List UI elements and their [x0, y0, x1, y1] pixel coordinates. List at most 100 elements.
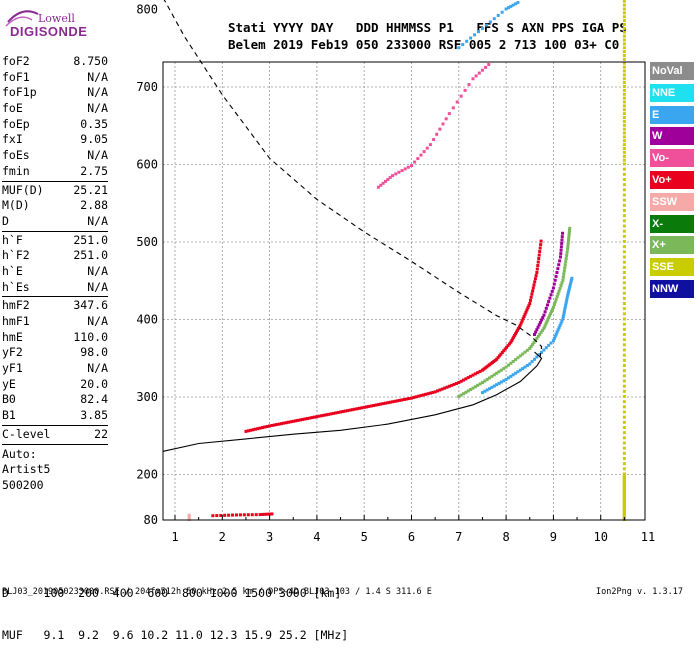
trace-point [622, 30, 626, 34]
trace-point [514, 358, 518, 362]
x-tick-label: 8 [502, 530, 509, 544]
trace-point [490, 374, 494, 378]
trace-point [471, 77, 475, 81]
trace-point [506, 376, 510, 380]
trace-point [499, 368, 503, 372]
trace-point [622, 0, 626, 3]
trace-point [622, 457, 626, 460]
trace-point [532, 357, 536, 361]
trace-point [403, 167, 407, 171]
trace-point [506, 6, 510, 10]
param-value: 110.0 [73, 329, 108, 344]
trace-point [249, 428, 253, 432]
trace-point [622, 353, 626, 357]
header-values: Belem 2019 Feb19 050 233000 RSF 005 2 71… [228, 37, 620, 52]
trace-point [334, 411, 338, 415]
trace-point [554, 297, 558, 301]
trace-point [622, 123, 626, 127]
trace-point [622, 183, 626, 187]
trace-point [516, 370, 520, 374]
trace-point [265, 512, 269, 516]
trace-point [563, 263, 567, 267]
footer-version: Ion2Png v. 1.3.17 [596, 587, 683, 597]
param-row: foEs N/A [2, 148, 108, 164]
trace-point [622, 229, 626, 233]
trace-point [397, 170, 401, 174]
trace-point [513, 333, 517, 337]
trace-point [516, 1, 520, 5]
x-tick-label: 1 [171, 530, 178, 544]
trace-point [505, 345, 509, 349]
trace-point [622, 26, 626, 30]
trace-point [565, 298, 569, 302]
param-name: D [2, 213, 9, 228]
trace-point [622, 193, 626, 197]
trace-point [515, 328, 519, 332]
auto-line1: Auto: [2, 446, 37, 461]
trace-point [522, 315, 526, 319]
trace-point [386, 178, 390, 181]
trace-point [395, 399, 399, 403]
legend-xplus: X+ [650, 236, 694, 255]
trace-point [496, 13, 500, 17]
trace-point [474, 74, 478, 78]
trace-point [551, 286, 555, 290]
trace-point [536, 260, 540, 264]
plot-frame [162, 61, 646, 521]
trace-point [488, 376, 492, 380]
trace-point [447, 384, 451, 388]
trace-point [506, 363, 510, 367]
trace-point [500, 10, 504, 14]
trace-point [565, 253, 569, 257]
trace-point [542, 326, 546, 330]
trace-point [622, 358, 626, 362]
trace-point [451, 106, 455, 110]
trace-point [622, 436, 626, 440]
trace-point [558, 286, 562, 290]
trace-point [622, 139, 626, 143]
trace-point [551, 339, 555, 343]
trace-point [509, 4, 513, 8]
trace-point [541, 316, 545, 320]
trace-point [622, 127, 626, 131]
virtual-height-profile [163, 0, 543, 357]
trace-point [350, 408, 354, 412]
trace-point [528, 346, 532, 350]
trace-point [450, 383, 454, 387]
trace-point [355, 407, 359, 411]
trace-x-mode [457, 226, 572, 398]
trace-point [622, 265, 626, 269]
trace-point [495, 357, 499, 361]
trace-point [467, 83, 471, 87]
trace-point [402, 397, 406, 401]
trace-point [485, 377, 489, 381]
trace-point [622, 384, 626, 388]
trace-upper-e [457, 1, 520, 50]
trace-point [622, 441, 626, 445]
param-row: h`F2 251.0 [2, 248, 108, 264]
trace-point [431, 390, 435, 394]
x-tick-label: 4 [313, 530, 320, 544]
trace-point [469, 374, 473, 378]
trace-point [622, 431, 626, 435]
trace-point [552, 282, 556, 286]
trace-point [557, 289, 561, 293]
trace-point [567, 290, 571, 294]
trace-point [438, 127, 442, 131]
trace-point [553, 278, 557, 282]
trace-point [622, 214, 626, 218]
trace-point [253, 427, 257, 431]
trace-point [540, 350, 544, 354]
legend-vominus: Vo- [650, 149, 694, 168]
trace-point [524, 310, 528, 314]
param-name: fmin [2, 163, 30, 178]
trace-point [550, 307, 554, 311]
trace-point [386, 401, 390, 405]
trace-point [561, 278, 565, 282]
param-separator [2, 230, 108, 232]
trace-point [495, 383, 499, 387]
trace-point [421, 393, 425, 397]
trace-point [622, 307, 626, 311]
trace-point [622, 143, 626, 147]
param-name: yF2 [2, 345, 23, 360]
